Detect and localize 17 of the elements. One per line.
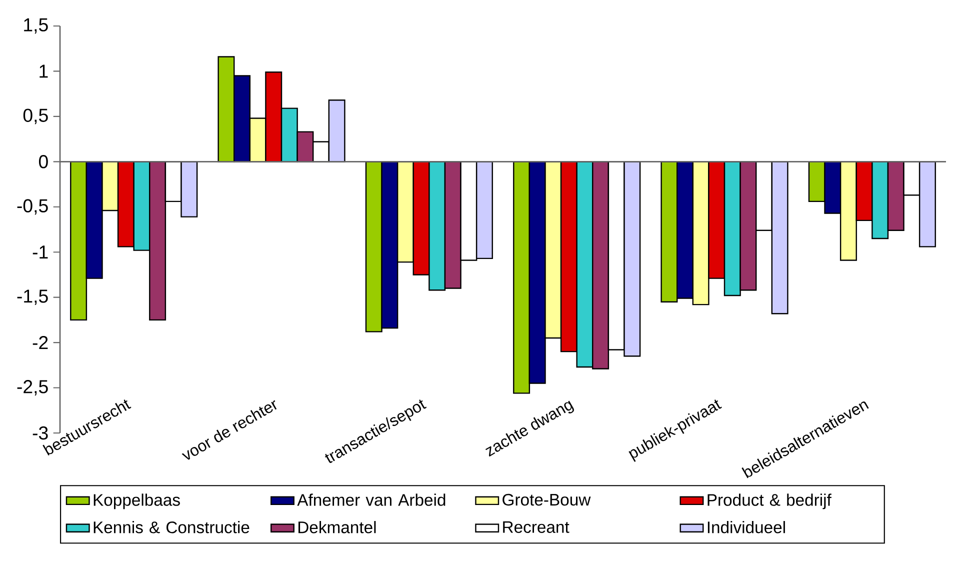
y-tick-label: 1 [40, 64, 48, 78]
y-tick-label: -0,5 [17, 199, 48, 215]
legend-label: Product & bedrijf [708, 494, 832, 510]
y-tick-label: -1 [32, 246, 48, 259]
legend-label: Kennis & Constructie [94, 521, 250, 534]
legend-label: Koppelbaas [94, 494, 180, 510]
y-tick-label: 0 [38, 155, 48, 168]
y-tick-label: -1,5 [17, 290, 48, 305]
legend-label: Grote-Bouw [502, 494, 591, 506]
legend-label: Dekmantel [298, 521, 376, 534]
y-tick-label: 0,5 [23, 108, 48, 124]
legend-label: Afnemer van Arbeid [297, 494, 446, 506]
legend-label: Individueel [708, 521, 785, 534]
y-tick-label: -2 [32, 336, 48, 350]
y-tick-label: 1,5 [24, 18, 48, 34]
legend-label: Recreant [503, 521, 570, 533]
y-tick-label: -2,5 [17, 380, 48, 396]
